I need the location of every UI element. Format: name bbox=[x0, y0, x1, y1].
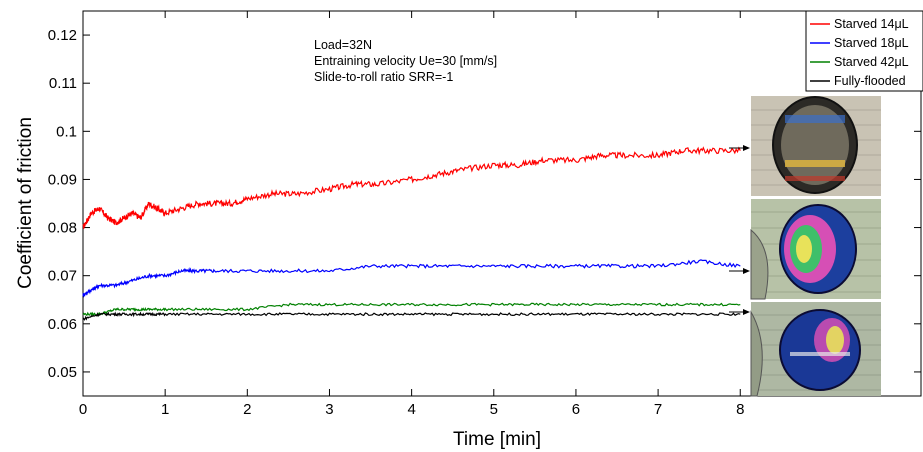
annotation-srr: Slide-to-roll ratio SRR=-1 bbox=[314, 70, 453, 84]
annotation-load: Load=32N bbox=[314, 38, 372, 52]
legend-label: Starved 14μL bbox=[834, 17, 909, 31]
x-tick-label: 6 bbox=[572, 401, 580, 418]
legend-label: Starved 18μL bbox=[834, 36, 909, 50]
y-tick-label: 0.08 bbox=[48, 220, 77, 237]
annotation-velocity: Entraining velocity Ue=30 [mm/s] bbox=[314, 54, 497, 68]
x-tick-label: 8 bbox=[736, 401, 744, 418]
inset-images bbox=[751, 96, 881, 396]
legend-label: Starved 42μL bbox=[834, 55, 909, 69]
y-tick-label: 0.09 bbox=[48, 171, 77, 188]
y-axis-label: Coefficient of friction bbox=[15, 117, 36, 289]
x-tick-label: 0 bbox=[79, 401, 87, 418]
y-tick-label: 0.11 bbox=[49, 75, 77, 92]
y-tick-label: 0.12 bbox=[48, 27, 77, 44]
contact-image-starved-42 bbox=[751, 302, 881, 396]
legend: Starved 14μL Starved 18μL Starved 42μL F… bbox=[806, 11, 923, 91]
x-tick-label: 7 bbox=[654, 401, 662, 418]
legend-label: Fully-flooded bbox=[834, 74, 906, 88]
y-tick-label: 0.07 bbox=[48, 268, 77, 285]
x-tick-label: 4 bbox=[407, 401, 415, 418]
x-tick-label: 1 bbox=[161, 401, 169, 418]
x-tick-label: 3 bbox=[325, 401, 333, 418]
y-tick-label: 0.05 bbox=[48, 364, 77, 381]
contact-image-starved-18 bbox=[751, 199, 881, 299]
y-tick-label: 0.1 bbox=[56, 123, 77, 140]
x-axis-label: Time [min] bbox=[453, 429, 541, 450]
contact-image-starved-14 bbox=[751, 96, 881, 196]
x-tick-label: 5 bbox=[490, 401, 498, 418]
x-tick-label: 2 bbox=[243, 401, 251, 418]
y-tick-label: 0.06 bbox=[48, 316, 77, 333]
